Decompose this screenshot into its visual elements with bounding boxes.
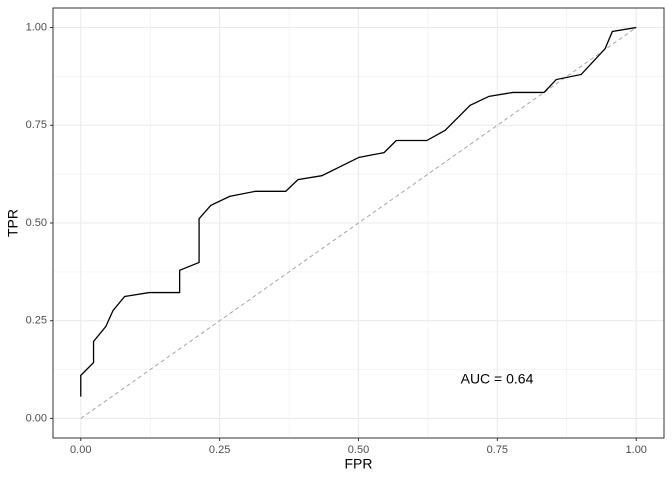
x-tick-label: 0.00 bbox=[70, 444, 91, 456]
y-tick-label: 0.00 bbox=[26, 412, 47, 424]
x-tick-label: 1.00 bbox=[626, 444, 647, 456]
reference-diagonal bbox=[80, 27, 637, 419]
x-tick-label: 0.25 bbox=[209, 444, 230, 456]
y-tick-label: 0.75 bbox=[26, 119, 47, 131]
x-axis-title: FPR bbox=[345, 456, 373, 472]
x-tick-label: 0.50 bbox=[348, 444, 369, 456]
x-tick-label: 0.75 bbox=[487, 444, 508, 456]
y-tick-label: 0.50 bbox=[26, 217, 47, 229]
y-axis-title: TPR bbox=[5, 209, 21, 237]
y-tick-label: 1.00 bbox=[26, 21, 47, 33]
annotation: AUC = 0.64 bbox=[461, 371, 534, 387]
y-tick-label: 0.25 bbox=[26, 315, 47, 327]
roc-curve bbox=[80, 26, 637, 397]
grid bbox=[53, 8, 664, 438]
marks bbox=[80, 26, 637, 419]
